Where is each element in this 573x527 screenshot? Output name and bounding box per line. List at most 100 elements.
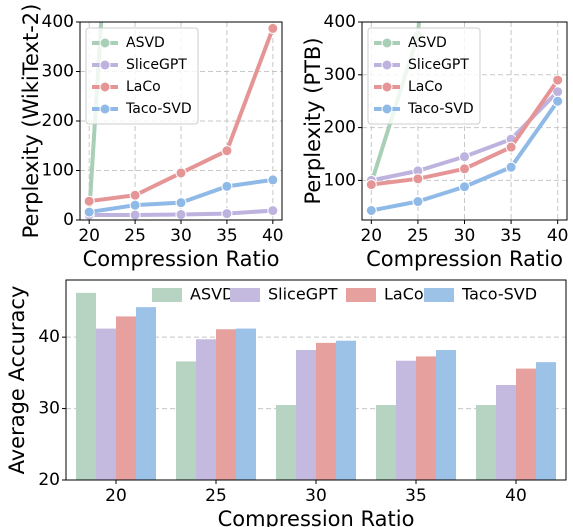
y-tick-label: 30 [38, 399, 60, 419]
x-tick-label: 20 [105, 486, 127, 506]
point [267, 174, 279, 186]
legend-swatch [346, 288, 376, 302]
bar [276, 405, 296, 480]
point [221, 180, 233, 192]
bar [216, 329, 236, 480]
bar [496, 385, 516, 480]
x-tick-label: 30 [170, 226, 192, 246]
legend-marker [381, 59, 393, 71]
y-tick-label: 20 [38, 470, 60, 490]
point [175, 197, 187, 209]
point [83, 195, 95, 207]
point [552, 74, 564, 86]
legend-label: Taco-SVD [125, 101, 192, 117]
point [505, 141, 517, 153]
x-tick-label: 35 [405, 486, 427, 506]
x-tick-label: 25 [407, 226, 429, 246]
bar [76, 292, 96, 480]
bar [296, 350, 316, 480]
point [129, 189, 141, 201]
legend-label: LaCo [384, 285, 424, 304]
x-tick-label: 20 [78, 226, 100, 246]
legend-box [367, 27, 481, 125]
x-axis-label: Compression Ratio [83, 247, 280, 271]
point [412, 173, 424, 185]
axes-frame [65, 279, 567, 481]
point [412, 196, 424, 208]
y-tick-label: 300 [42, 62, 74, 82]
legend-label: ASVD [408, 35, 447, 51]
bar [536, 362, 556, 480]
legend-label: LaCo [408, 79, 443, 95]
bar [436, 350, 456, 480]
x-tick-label: 25 [205, 486, 227, 506]
legend-box [85, 27, 199, 125]
bar [416, 356, 436, 480]
legend-marker [99, 103, 111, 115]
x-tick-label: 35 [500, 226, 522, 246]
point [459, 151, 470, 163]
point [221, 208, 233, 220]
y-tick-label: 0 [63, 210, 74, 230]
point [459, 163, 470, 175]
bar [236, 328, 256, 480]
legend-marker [99, 37, 111, 49]
y-axis-label: Perplexity (PTB) [301, 37, 325, 204]
legend-label: Taco-SVD [461, 285, 537, 304]
y-axis-label: Perplexity (WikiText-2) [19, 4, 43, 239]
x-tick-label: 35 [216, 226, 238, 246]
x-tick-label: 40 [262, 226, 284, 246]
y-tick-label: 400 [42, 12, 74, 32]
legend-label: ASVD [126, 35, 165, 51]
legend-marker [99, 81, 111, 93]
axes-frame [79, 21, 283, 221]
bar [516, 368, 536, 480]
legend-label: LaCo [126, 79, 161, 95]
x-axis-label: Compression Ratio [366, 247, 563, 271]
point [365, 204, 377, 216]
bar [116, 316, 136, 480]
legend-label: Taco-SVD [407, 101, 474, 117]
legend-marker [381, 103, 393, 115]
bar [376, 405, 396, 480]
legend-swatch [230, 288, 260, 302]
x-axis-label: Compression Ratio [218, 507, 415, 527]
x-tick-label: 30 [305, 486, 327, 506]
bar [96, 328, 116, 480]
subplot: 100 200 300 400 Perplexity (PTB) Compression … [301, 12, 569, 271]
legend-label: SliceGPT [126, 57, 187, 73]
point [129, 209, 141, 220]
bar [196, 339, 216, 480]
y-tick-label: 200 [42, 111, 74, 131]
legend-marker [381, 81, 393, 93]
bar [316, 342, 336, 480]
point [505, 161, 517, 173]
point [129, 199, 141, 211]
bar [136, 307, 156, 480]
legend-label: SliceGPT [408, 57, 469, 73]
x-tick-label: 30 [454, 226, 476, 246]
x-tick-label: 40 [505, 486, 527, 506]
legend-label: SliceGPT [268, 285, 338, 304]
point [83, 206, 95, 218]
point [175, 167, 187, 179]
point [365, 179, 377, 191]
point [221, 145, 233, 157]
bar [476, 405, 496, 480]
y-tick-label: 100 [42, 161, 74, 181]
legend-swatch [424, 288, 454, 302]
legend-marker [381, 37, 393, 49]
axes-frame [361, 21, 568, 221]
point [459, 181, 470, 193]
legend-swatch [152, 288, 182, 302]
x-tick-label: 40 [547, 226, 569, 246]
legend-label: ASVD [190, 285, 234, 304]
bar [396, 360, 416, 480]
y-tick-label: 100 [324, 170, 356, 190]
point [175, 209, 187, 220]
y-tick-label: 400 [324, 12, 356, 32]
point [267, 22, 279, 34]
y-axis-label: Average Accuracy [5, 286, 29, 475]
